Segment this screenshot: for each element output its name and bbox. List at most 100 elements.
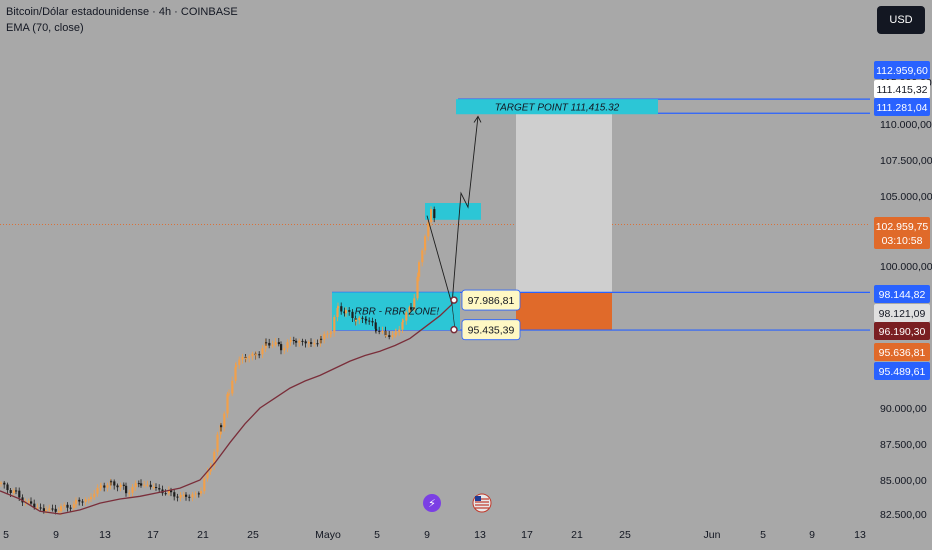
y-tick-label: 100.000,00 [880, 261, 932, 273]
candle [245, 358, 248, 360]
x-tick-label: 13 [99, 529, 111, 541]
candle [408, 307, 411, 313]
candle [228, 393, 231, 395]
lightning-icon-glyph: ⚡ [428, 498, 436, 510]
candle [355, 320, 358, 322]
projection-arrowhead [473, 115, 482, 123]
currency-button[interactable]: USD [877, 6, 925, 34]
price-label-box [874, 362, 930, 380]
candle [220, 425, 223, 428]
candle [194, 493, 197, 495]
candle [418, 262, 421, 277]
candle [424, 236, 427, 251]
price-label: 102.959,75 [876, 221, 929, 233]
projection-path [426, 116, 479, 305]
candle [48, 508, 51, 511]
x-tick-label: 5 [374, 529, 380, 541]
candle [173, 492, 176, 497]
indicator-label[interactable]: EMA (70, close) [6, 22, 84, 34]
candle [337, 306, 340, 309]
candle [9, 490, 12, 493]
candle [27, 501, 30, 503]
candle [286, 342, 289, 349]
candle [323, 334, 326, 340]
candle [307, 342, 310, 344]
x-tick-label: 5 [760, 529, 766, 541]
candle [388, 335, 391, 338]
candle [131, 487, 134, 493]
candle [326, 333, 329, 335]
candles [0, 206, 436, 516]
candle [137, 483, 140, 485]
candle [182, 494, 185, 496]
candle [241, 356, 244, 360]
candle [381, 330, 384, 332]
price-label: 95.489,61 [879, 366, 926, 378]
projection-path [451, 304, 456, 331]
candle [3, 482, 6, 485]
candle [100, 485, 103, 487]
candle [191, 494, 194, 498]
candle [261, 348, 264, 355]
candle [18, 490, 21, 498]
price-axis[interactable]: 115.000,00110.000,00107.500,00105.000,00… [874, 61, 932, 521]
candle [280, 344, 283, 351]
candle [268, 342, 271, 346]
price-label: 95.636,81 [879, 347, 926, 359]
y-tick-label: 87.500,00 [880, 439, 927, 451]
candle [42, 508, 45, 512]
candle [164, 493, 167, 495]
candle [251, 353, 254, 357]
candle [179, 494, 182, 498]
candle [149, 484, 152, 488]
candle [304, 341, 307, 344]
candle [197, 493, 200, 495]
x-tick-label: 25 [619, 529, 631, 541]
candle [289, 340, 292, 343]
candle [103, 485, 106, 488]
callout-bottom-box [461, 319, 521, 341]
candle [155, 487, 158, 489]
callout-top-box [461, 289, 521, 311]
annotations: TARGET POINT 111,415.32 RBR - RBR ZONE! 97… [355, 102, 620, 513]
x-tick-label: 21 [197, 529, 209, 541]
candle [292, 340, 295, 342]
candle [66, 504, 69, 508]
price-label-box [874, 322, 930, 340]
candle [69, 507, 72, 509]
x-tick-label: 13 [474, 529, 486, 541]
candle [330, 332, 333, 334]
price-label: 98.144,82 [879, 289, 926, 301]
candle [15, 490, 18, 492]
candle [140, 483, 143, 486]
price-label: 111.281,04 [877, 102, 928, 114]
supply-box [425, 203, 481, 220]
candle [119, 484, 122, 488]
x-tick-label: 9 [53, 529, 59, 541]
price-label: 111.415,32 [877, 84, 928, 96]
candle [365, 319, 368, 321]
candle [113, 481, 116, 486]
target-area [516, 113, 612, 293]
candle [358, 317, 361, 321]
candle [336, 308, 339, 318]
price-label-box [874, 217, 930, 249]
candle [395, 332, 398, 334]
callout-bottom-dot [450, 325, 458, 334]
candle [33, 503, 36, 508]
candle [200, 491, 203, 494]
candle [84, 499, 87, 502]
candle [51, 508, 54, 510]
x-tick-label: Jun [704, 529, 721, 541]
candle [78, 499, 81, 502]
candle [216, 434, 219, 452]
candle [295, 340, 298, 343]
price-label-box [874, 304, 930, 322]
x-tick-label: 9 [809, 529, 815, 541]
y-tick-label: 110.000,00 [880, 119, 932, 131]
time-axis[interactable]: 5 9 13 17 21 25 Mayo 5 9 13 17 21 25 Jun 5 9 13 [3, 529, 866, 541]
candle [6, 484, 9, 491]
candle [274, 342, 277, 345]
candle [12, 490, 15, 493]
